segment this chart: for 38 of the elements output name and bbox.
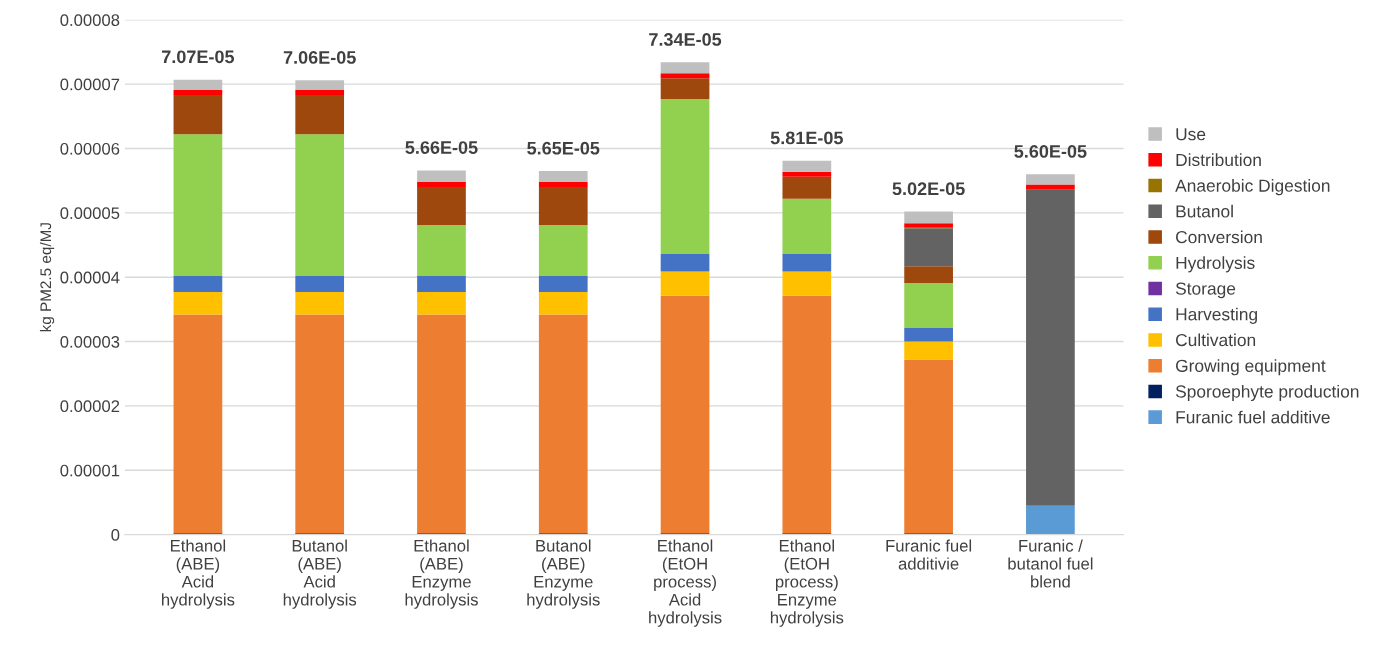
y-tick-label: 0 [111,529,120,541]
y-tick-label: 0.00007 [60,78,120,91]
legend-label: Use [1176,128,1206,141]
x-tick-label: Ethanol (EtOH process) Acid hydrolysis [649,539,722,627]
legend-label: Harvesting [1176,307,1257,324]
total-label: 7.34E-05 [649,33,722,46]
y-tick-label: 0.00005 [60,207,120,220]
legend-label: Furanic fuel additive [1176,410,1330,424]
legend-label: Cultivation [1176,333,1256,347]
x-tick-label: Butanol (ABE) Enzyme hydrolysis [527,539,600,609]
y-tick-label: 0.00008 [60,14,120,26]
total-label: 5.81E-05 [770,131,843,145]
y-tick-label: 0.00002 [60,400,120,413]
y-tick-label: 0.00004 [60,271,120,284]
legend-label: Butanol [1176,204,1233,218]
x-tick-label: Ethanol (EtOH process) Enzyme hydrolysis [770,539,844,627]
total-label: 5.02E-05 [892,182,965,196]
y-tick-label: 0.00001 [60,464,120,477]
legend-label: Conversion [1176,230,1262,244]
legend-label: Sporoephyte production [1175,384,1359,402]
total-label: 7.06E-05 [283,51,356,64]
x-tick-label: Ethanol (ABE) Enzyme hydrolysis [405,539,478,609]
x-tick-label: Furanic / butanol fuel blend [1008,539,1093,588]
y-tick-label: 0.00003 [60,335,120,348]
total-label: 7.07E-05 [162,50,235,64]
x-tick-label: Furanic fuel additivie [886,539,972,570]
legend-label: Anaerobic Digestion [1175,179,1330,196]
legend-label: Storage [1175,282,1236,299]
legend-label: Distribution [1176,153,1261,167]
y-axis-title: kg PM2.5 eq/MJ [39,223,55,332]
legend-label: Growing equipment [1176,359,1326,376]
total-label: 5.65E-05 [527,141,600,155]
x-tick-label: Butanol (ABE) Acid hydrolysis [283,539,357,609]
legend-label: Hydrolysis [1176,256,1255,273]
total-label: 5.60E-05 [1014,145,1087,158]
y-tick-label: 0.00006 [60,142,120,155]
x-tick-label: Ethanol (ABE) Acid hydrolysis [162,539,235,609]
total-label: 5.66E-05 [405,141,478,154]
